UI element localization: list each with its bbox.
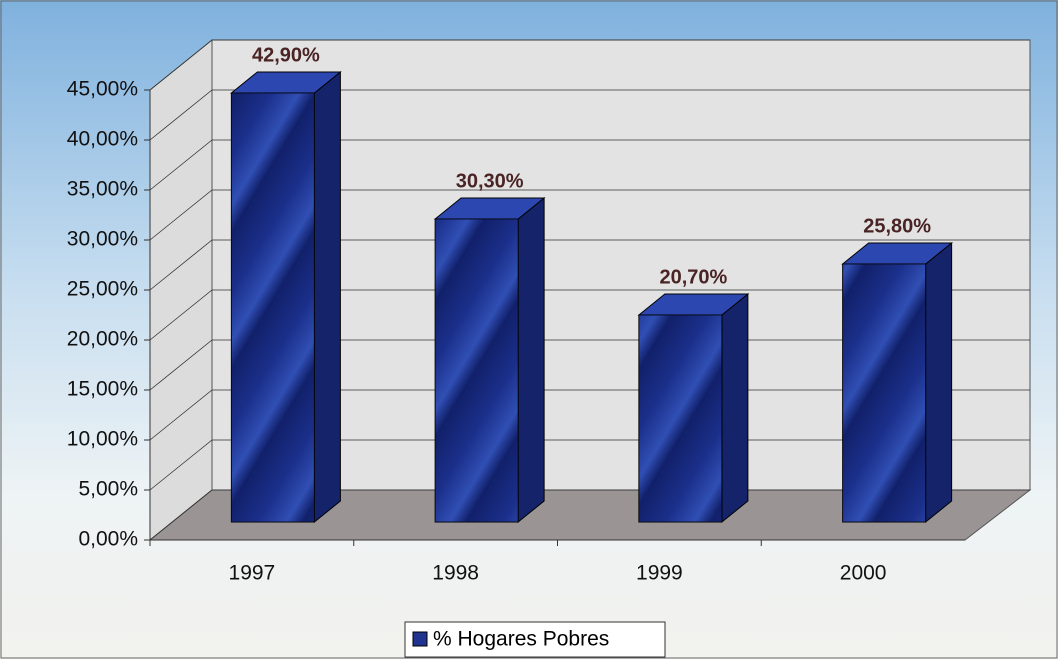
y-tick-label: 40,00%	[67, 128, 138, 151]
grid-line	[149, 339, 1030, 391]
data-label: 42,90%	[252, 44, 320, 66]
y-tick-label: 35,00%	[67, 178, 138, 201]
x-tick-label: 2000	[840, 562, 887, 585]
legend	[404, 621, 666, 658]
grid-line	[149, 289, 1030, 341]
legend-swatch	[412, 631, 428, 647]
data-label: 25,80%	[863, 215, 931, 237]
bar	[434, 218, 519, 523]
x-tick-label: 1999	[636, 562, 683, 585]
bar-side	[925, 241, 953, 524]
bar-tint	[231, 93, 315, 522]
data-label: 20,70%	[659, 266, 727, 288]
grid-line	[149, 189, 1030, 241]
bar-tint	[435, 219, 519, 522]
grid-line	[149, 139, 1030, 191]
y-tick-label: 20,00%	[67, 328, 138, 351]
grid-line	[149, 489, 1030, 541]
y-tick-label: 45,00%	[67, 78, 138, 101]
bar-side	[517, 196, 545, 524]
grid-line	[149, 439, 1030, 491]
grid-line	[149, 389, 1030, 441]
grid-line	[149, 89, 1030, 141]
bar-tint	[638, 315, 722, 522]
grid-line	[149, 239, 1030, 291]
bar	[230, 92, 315, 523]
bar	[638, 314, 723, 523]
y-tick-label: 30,00%	[67, 228, 138, 251]
bar	[842, 263, 927, 523]
y-tick-label: 5,00%	[78, 478, 138, 501]
y-tick-label: 25,00%	[67, 278, 138, 301]
bar-side	[721, 292, 749, 524]
legend-label: % Hogares Pobres	[433, 628, 609, 651]
x-tick-label: 1998	[432, 562, 479, 585]
y-tick-label: 15,00%	[67, 378, 138, 401]
bar-tint	[842, 264, 926, 522]
y-tick-label: 0,00%	[78, 528, 138, 551]
grid-line	[149, 39, 1030, 91]
x-tick-label: 1997	[229, 562, 276, 585]
y-tick-label: 10,00%	[67, 428, 138, 451]
bar-side	[313, 70, 341, 524]
data-label: 30,30%	[456, 170, 524, 192]
